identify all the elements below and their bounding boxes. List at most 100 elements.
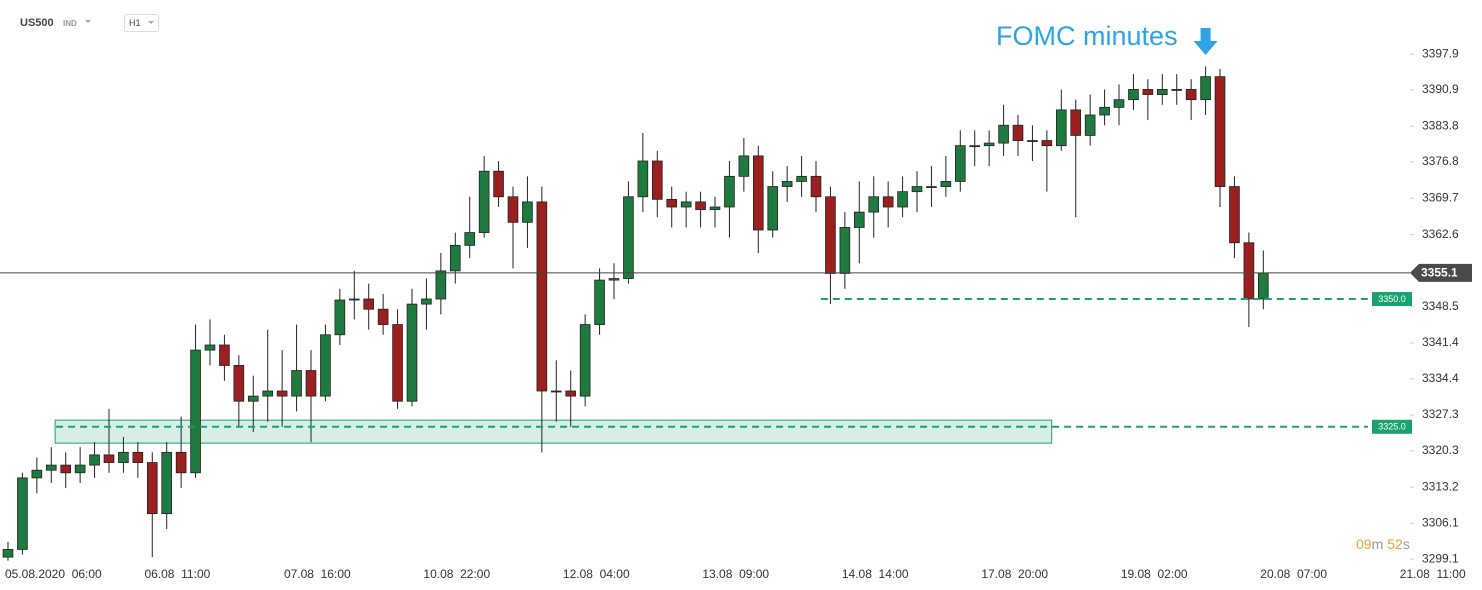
- candle-body: [74, 464, 86, 474]
- candle-body: [1200, 76, 1211, 101]
- candle-body: [421, 298, 432, 305]
- symbol[interactable]: US500: [20, 17, 54, 29]
- candle-body: [796, 175, 807, 182]
- candle-body: [175, 451, 187, 474]
- countdown: 09m 52s: [1356, 536, 1410, 552]
- y-tick-label: 3383.8: [1422, 118, 1459, 132]
- candle-body: [1243, 242, 1255, 300]
- y-tick-label: 3320.3: [1422, 443, 1459, 457]
- current-price-label: 3355.1: [1421, 266, 1458, 280]
- x-tick-label: 13.08 09:00: [702, 567, 769, 581]
- y-tick-label: 3369.7: [1422, 190, 1459, 204]
- candle-body: [825, 196, 836, 274]
- candle-body: [363, 298, 375, 310]
- candle-body: [60, 464, 72, 474]
- candle-body: [507, 196, 519, 223]
- x-tick-label: 21.08 11:00: [1400, 567, 1466, 581]
- candle-body: [1084, 114, 1096, 136]
- candle-body: [1070, 109, 1082, 136]
- candle-body: [637, 160, 649, 198]
- candle-body: [262, 390, 274, 397]
- candle-body: [1142, 89, 1154, 95]
- candle-body: [305, 370, 317, 397]
- candle-body: [969, 145, 981, 148]
- level-label: 3325.0: [1378, 422, 1406, 432]
- candle-body: [882, 196, 894, 208]
- x-tick-label: 06.08 11:00: [144, 567, 210, 581]
- candle-body: [666, 198, 678, 208]
- y-tick-label: 3327.3: [1422, 407, 1459, 421]
- candle-body: [132, 451, 144, 463]
- candle-body: [1128, 89, 1139, 101]
- candle-body: [1257, 272, 1269, 300]
- candle-body: [1156, 89, 1168, 95]
- candle-body: [1099, 106, 1110, 116]
- level-tag: [1372, 292, 1412, 306]
- candle-body: [45, 464, 57, 471]
- candle-body: [954, 145, 966, 182]
- candle-body: [651, 160, 663, 200]
- y-tick-label: 3376.8: [1422, 154, 1459, 168]
- x-tick-label: 07.08 16:00: [284, 567, 351, 581]
- candle-body: [348, 298, 360, 301]
- candle-body: [1229, 186, 1240, 244]
- candle-body: [565, 390, 577, 397]
- candle-body: [738, 155, 750, 177]
- candle-body: [940, 181, 952, 187]
- y-tick-label: 3313.2: [1422, 479, 1459, 493]
- candle-body: [781, 181, 793, 187]
- y-tick-label: 3397.9: [1422, 46, 1459, 60]
- x-tick-label: 10.08 22:00: [423, 567, 490, 581]
- candle-body: [161, 451, 173, 515]
- candle-body: [247, 395, 259, 402]
- candle-body: [89, 454, 100, 466]
- candle-body: [276, 390, 288, 397]
- candle-body: [1185, 89, 1197, 101]
- candle-body: [550, 390, 562, 393]
- candle-body: [31, 469, 43, 479]
- countdown-part: s: [1403, 536, 1410, 552]
- candle-body: [334, 299, 346, 336]
- candle-body: [983, 142, 995, 147]
- candle-body: [709, 206, 721, 210]
- candle-body: [320, 334, 331, 397]
- candle-body: [594, 279, 605, 325]
- y-tick-label: 3390.9: [1422, 82, 1459, 96]
- candle-body: [103, 454, 115, 463]
- candle-body: [493, 170, 504, 198]
- candle-body: [911, 186, 923, 193]
- timeframe[interactable]: H1: [129, 18, 141, 28]
- candle-body: [724, 175, 735, 208]
- candle-body: [146, 462, 158, 515]
- candle-body: [233, 365, 245, 402]
- dropdown-icon[interactable]: [85, 20, 91, 23]
- y-tick-label: 3341.4: [1422, 335, 1459, 349]
- candle-body: [680, 201, 692, 208]
- y-tick-label: 3306.1: [1422, 516, 1459, 530]
- x-tick-label: 20.08 07:00: [1260, 567, 1327, 581]
- badge[interactable]: IND: [63, 19, 77, 28]
- timeframe-box[interactable]: [124, 14, 159, 32]
- dropdown-icon[interactable]: [148, 21, 154, 24]
- y-tick-label: 3348.5: [1422, 299, 1459, 313]
- candle-body: [1027, 140, 1038, 142]
- y-tick-label: 3299.1: [1422, 551, 1459, 565]
- x-tick-label: 05.08.2020 06:00: [5, 567, 102, 581]
- annotation: FOMC minutes: [996, 21, 1178, 51]
- support-zone: [54, 419, 1053, 444]
- candle-body: [522, 201, 533, 223]
- level-label: 3350.0: [1378, 294, 1406, 304]
- y-tick-label: 3362.6: [1422, 227, 1459, 241]
- candle-body: [1171, 89, 1183, 91]
- candle-body: [2, 549, 14, 558]
- candle-body: [998, 124, 1009, 144]
- countdown-part: 09: [1356, 536, 1372, 552]
- level-tag: [1372, 419, 1412, 434]
- candle-body: [752, 155, 764, 231]
- candle-body: [1012, 124, 1024, 141]
- x-tick-label: 12.08 04:00: [563, 567, 630, 581]
- candle-body: [868, 196, 880, 213]
- x-tick-label: 17.08 20:00: [981, 567, 1048, 581]
- candle-body: [897, 191, 908, 208]
